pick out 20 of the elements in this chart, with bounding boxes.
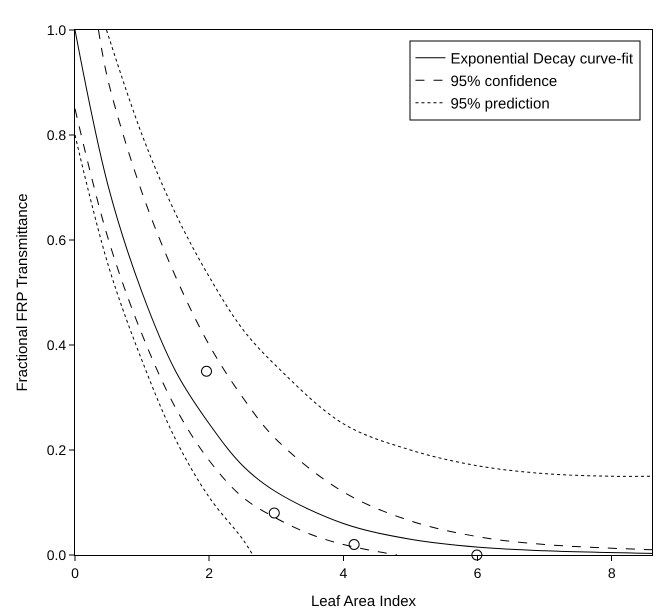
point <box>201 366 212 377</box>
legend-label: Exponential Decay curve-fit <box>450 50 634 68</box>
x-tick-label: 4 <box>339 564 348 581</box>
x-axis-title: Leaf Area Index <box>310 592 417 610</box>
x-tick-label: 2 <box>205 564 214 581</box>
y-tick-label: 0.6 <box>46 232 66 248</box>
y-tick-label: 0.4 <box>46 336 66 353</box>
y-tick-label: 1.0 <box>46 22 66 38</box>
legend-label: 95% confidence <box>450 73 558 90</box>
legend-label: 95% prediction <box>450 96 550 113</box>
point <box>471 550 482 560</box>
point <box>348 539 360 550</box>
y-tick-label: 0.8 <box>46 126 66 143</box>
x-tick-label: 6 <box>474 564 482 581</box>
x-tick-label: 0 <box>71 564 80 581</box>
point <box>268 508 280 518</box>
y-tick-label: 0.0 <box>46 546 66 563</box>
x-tick-label: 8 <box>608 564 616 581</box>
y-axis-title: Fractional FRP Transmittance <box>14 193 31 392</box>
y-tick-label: 0.2 <box>46 442 66 458</box>
